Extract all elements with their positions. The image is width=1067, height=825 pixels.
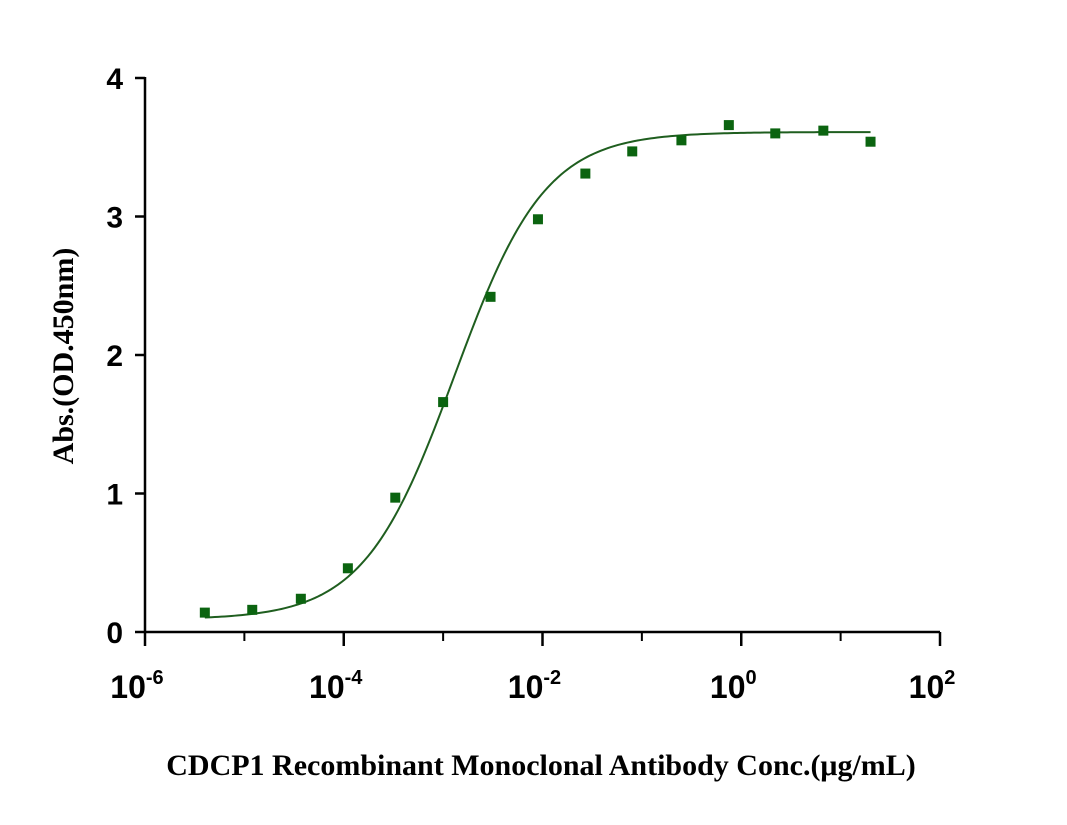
data-point [676,135,687,146]
y-tick-label: 4 [106,63,123,96]
data-point [342,563,353,574]
data-point [390,492,401,503]
fit-curve-group [204,131,871,619]
data-point [627,146,638,157]
y-axis-title: Abs.(OD.450nm) [47,248,80,465]
x-tick-label: 10-4 [309,667,363,705]
y-tick-label: 2 [106,340,123,373]
data-point [865,136,876,147]
data-points [199,120,876,618]
data-point [532,214,543,225]
x-tick-label: 102 [909,667,956,705]
data-point [247,604,258,615]
data-point [818,125,829,136]
axes: 0 1 2 3 4 10-6 10-4 10-2 100 102 [106,63,955,705]
data-point [723,120,734,131]
data-point [438,397,449,408]
x-axis-title: CDCP1 Recombinant Monoclonal Antibody Co… [166,749,916,782]
x-tick-label: 10-2 [508,667,561,705]
data-point [580,168,591,179]
x-tick-label: 10-6 [110,667,163,705]
data-point [295,593,306,604]
data-point [199,607,210,618]
fit-curve [204,131,871,619]
y-tick-label: 0 [106,617,123,650]
x-tick-label: 100 [710,667,757,705]
data-point [485,291,496,302]
y-tick-label: 3 [106,202,123,235]
data-point [770,128,781,139]
y-tick-label: 1 [106,479,123,512]
